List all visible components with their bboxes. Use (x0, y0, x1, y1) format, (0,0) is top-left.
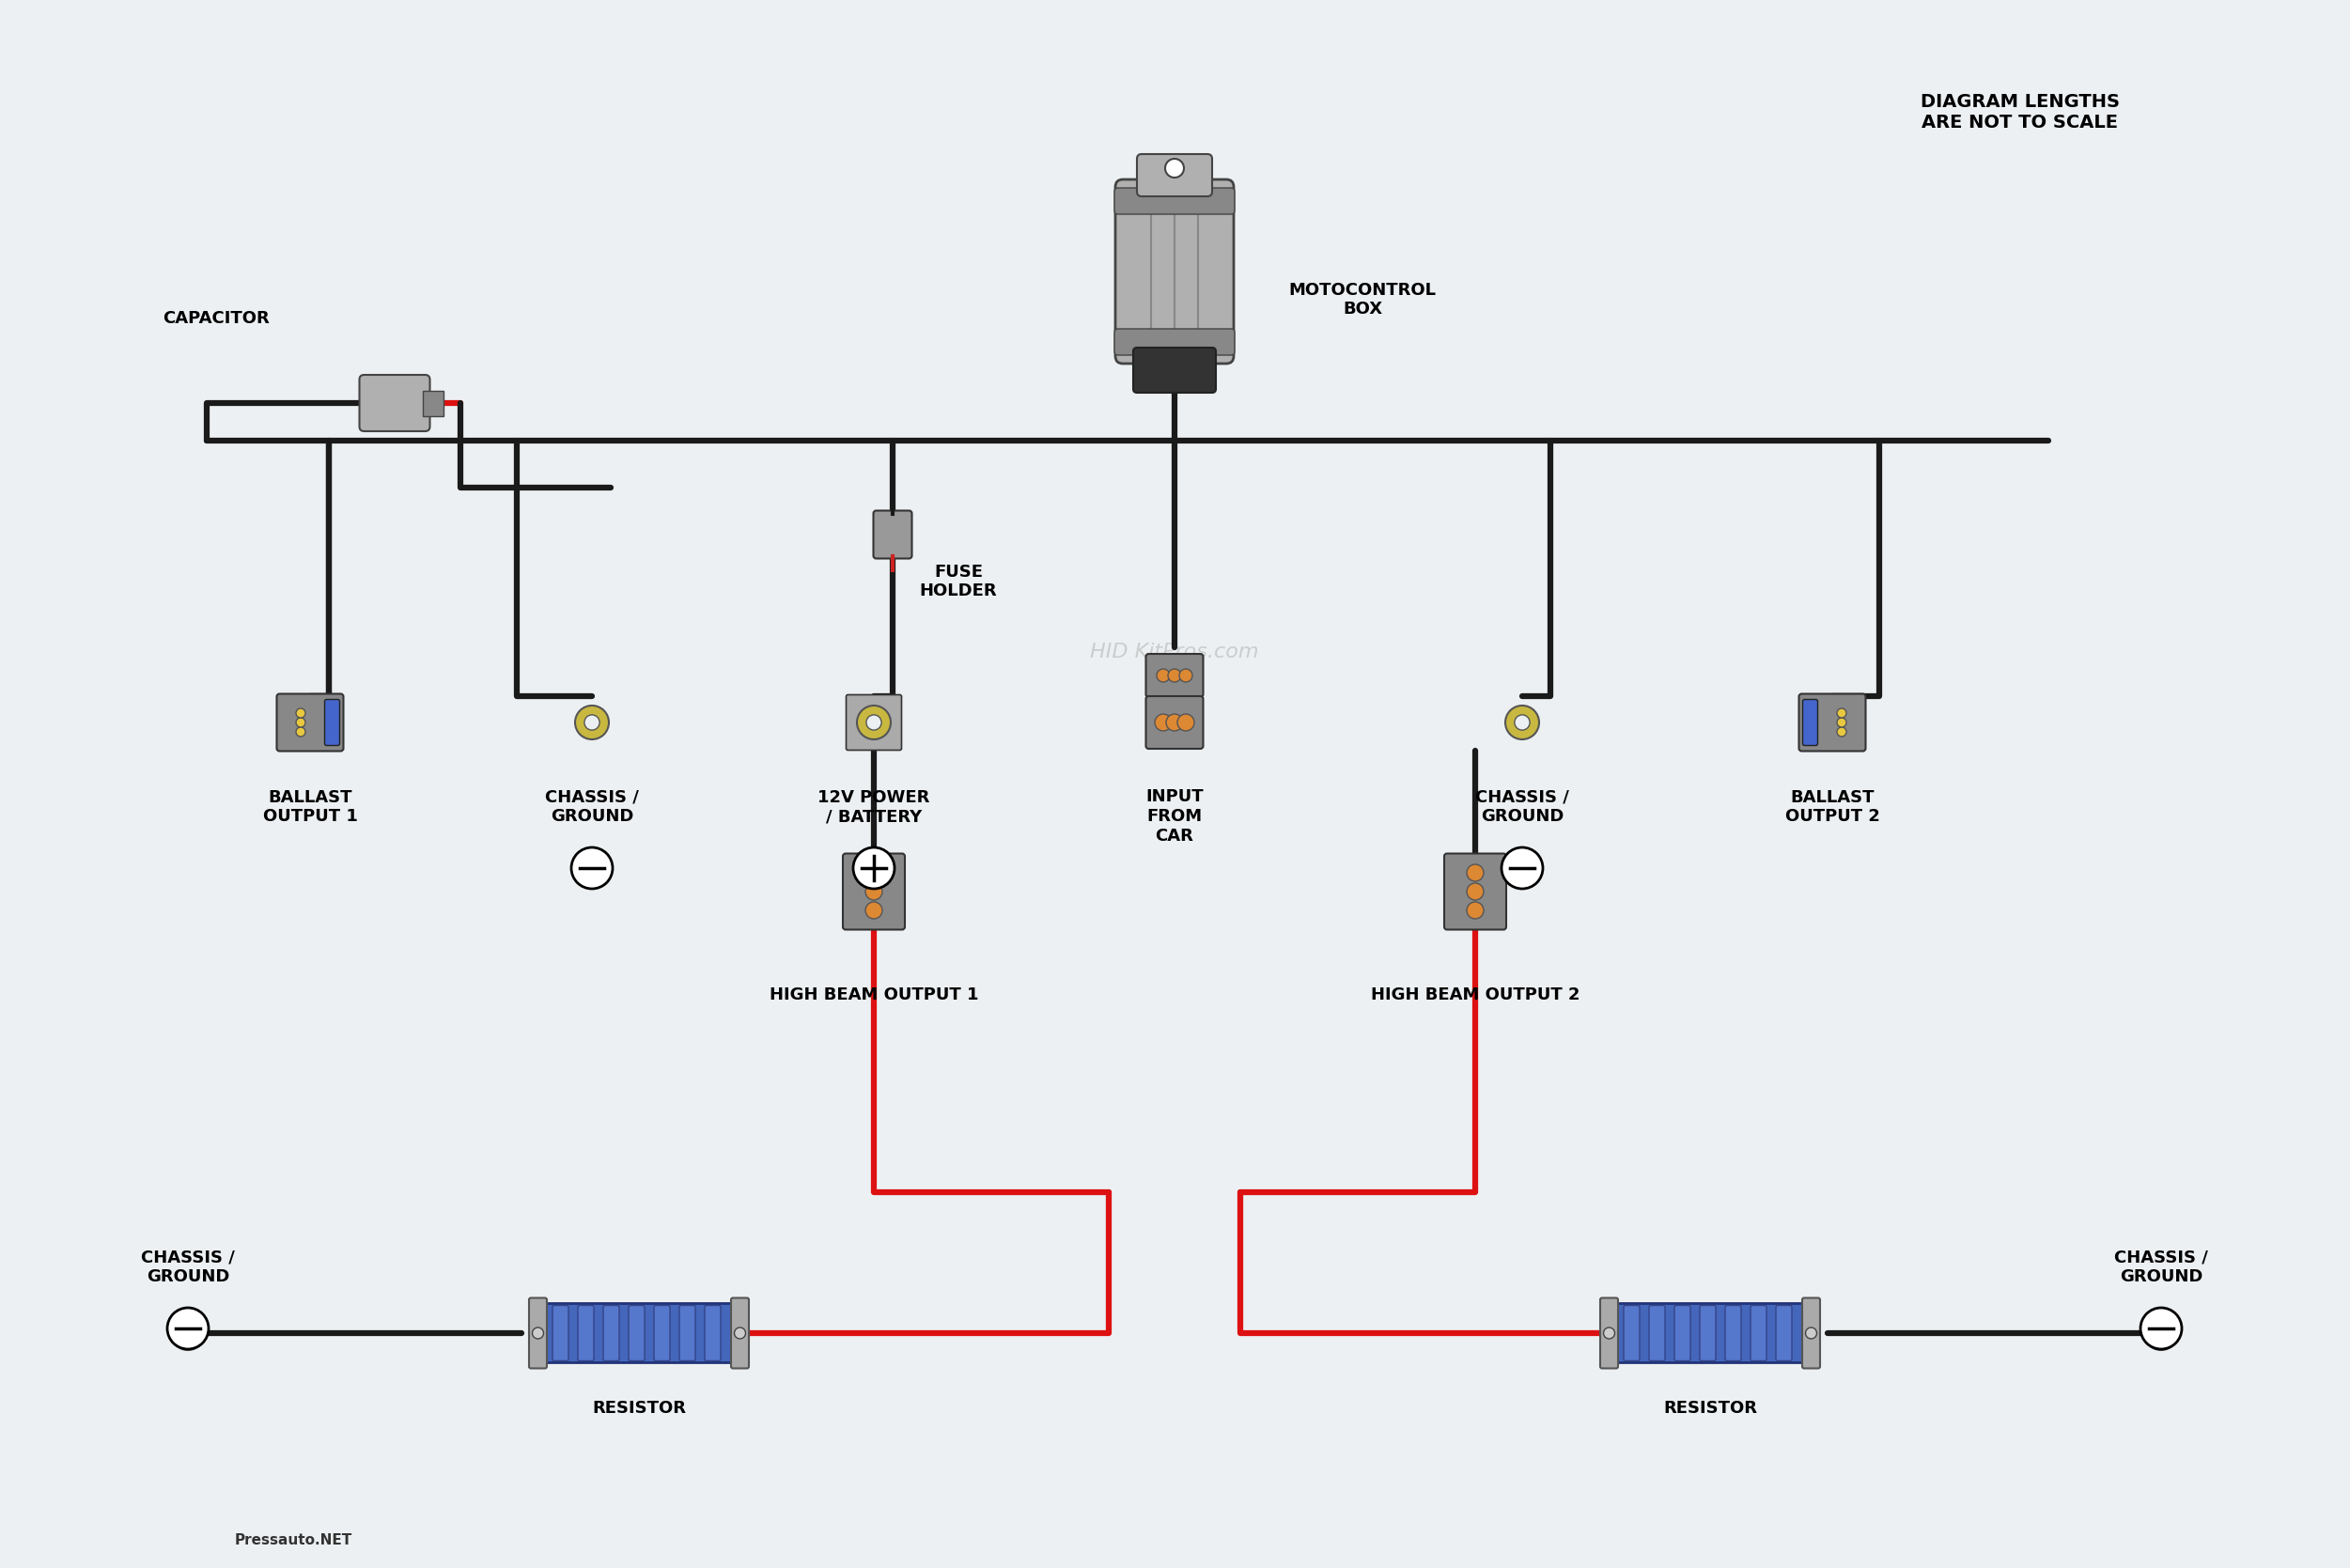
Circle shape (1805, 1328, 1817, 1339)
Circle shape (2143, 1316, 2178, 1350)
Circle shape (1466, 902, 1483, 919)
Circle shape (181, 1325, 195, 1341)
Circle shape (296, 709, 306, 718)
FancyBboxPatch shape (604, 1306, 618, 1361)
FancyBboxPatch shape (731, 1298, 750, 1369)
Circle shape (296, 728, 306, 737)
Circle shape (2141, 1308, 2181, 1348)
Text: CHASSIS /
GROUND: CHASSIS / GROUND (1476, 789, 1570, 825)
Circle shape (1502, 847, 1544, 889)
FancyBboxPatch shape (423, 390, 444, 416)
Text: BALLAST
OUTPUT 1: BALLAST OUTPUT 1 (263, 789, 357, 825)
Circle shape (1506, 706, 1539, 740)
Text: CHASSIS /
GROUND: CHASSIS / GROUND (2115, 1250, 2209, 1286)
FancyBboxPatch shape (844, 853, 905, 930)
FancyBboxPatch shape (1147, 696, 1203, 750)
Circle shape (733, 1328, 745, 1339)
FancyBboxPatch shape (1603, 1303, 1817, 1363)
FancyBboxPatch shape (1600, 1298, 1619, 1369)
FancyBboxPatch shape (653, 1306, 670, 1361)
FancyBboxPatch shape (1802, 699, 1817, 745)
Circle shape (1168, 670, 1182, 682)
FancyBboxPatch shape (1751, 1306, 1767, 1361)
FancyBboxPatch shape (277, 693, 343, 751)
Text: HIGH BEAM OUTPUT 2: HIGH BEAM OUTPUT 2 (1370, 986, 1579, 1004)
Text: HIGH BEAM OUTPUT 1: HIGH BEAM OUTPUT 1 (768, 986, 978, 1004)
FancyBboxPatch shape (627, 1306, 644, 1361)
Text: MOTOCONTROL
BOX: MOTOCONTROL BOX (1288, 282, 1436, 318)
FancyBboxPatch shape (531, 1303, 745, 1363)
FancyBboxPatch shape (1676, 1306, 1690, 1361)
Circle shape (1838, 709, 1847, 718)
Circle shape (865, 883, 881, 900)
Circle shape (1177, 713, 1194, 731)
FancyBboxPatch shape (1133, 348, 1215, 392)
Text: FUSE
HOLDER: FUSE HOLDER (919, 563, 996, 601)
Circle shape (1156, 670, 1170, 682)
FancyBboxPatch shape (1699, 1306, 1716, 1361)
FancyBboxPatch shape (1725, 1306, 1741, 1361)
Circle shape (167, 1308, 209, 1348)
Circle shape (1154, 713, 1173, 731)
Text: 12V POWER
/ BATTERY: 12V POWER / BATTERY (818, 789, 931, 825)
Text: RESISTOR: RESISTOR (592, 1400, 686, 1417)
Text: DIAGRAM LENGTHS
ARE NOT TO SCALE: DIAGRAM LENGTHS ARE NOT TO SCALE (1920, 93, 2120, 132)
Text: BALLAST
OUTPUT 2: BALLAST OUTPUT 2 (1786, 789, 1880, 825)
FancyBboxPatch shape (874, 511, 912, 558)
Circle shape (1838, 728, 1847, 737)
Circle shape (1166, 158, 1184, 177)
FancyBboxPatch shape (1114, 329, 1234, 354)
FancyBboxPatch shape (1650, 1306, 1666, 1361)
Circle shape (1838, 718, 1847, 728)
Text: Pressauto.NET: Pressauto.NET (235, 1534, 352, 1548)
Circle shape (2153, 1325, 2169, 1341)
Circle shape (576, 706, 609, 740)
Circle shape (172, 1316, 204, 1350)
Circle shape (1166, 713, 1182, 731)
Circle shape (1180, 670, 1191, 682)
FancyBboxPatch shape (552, 1306, 569, 1361)
FancyBboxPatch shape (1798, 693, 1866, 751)
FancyBboxPatch shape (705, 1306, 721, 1361)
FancyBboxPatch shape (1802, 1298, 1819, 1369)
Circle shape (858, 706, 891, 740)
FancyBboxPatch shape (679, 1306, 696, 1361)
FancyBboxPatch shape (1147, 654, 1203, 698)
Circle shape (1603, 1328, 1614, 1339)
Circle shape (1466, 883, 1483, 900)
FancyBboxPatch shape (529, 1298, 548, 1369)
Circle shape (865, 864, 881, 881)
FancyBboxPatch shape (1445, 853, 1506, 930)
Circle shape (533, 1328, 543, 1339)
FancyBboxPatch shape (360, 375, 430, 431)
FancyBboxPatch shape (1777, 1306, 1791, 1361)
Circle shape (1516, 715, 1530, 731)
Circle shape (867, 715, 881, 731)
Circle shape (853, 847, 895, 889)
Text: INPUT
FROM
CAR: INPUT FROM CAR (1144, 789, 1203, 845)
Circle shape (585, 715, 599, 731)
Text: CHASSIS /
GROUND: CHASSIS / GROUND (141, 1250, 235, 1286)
FancyBboxPatch shape (1116, 179, 1234, 364)
Text: CAPACITOR: CAPACITOR (162, 310, 270, 328)
FancyBboxPatch shape (1137, 154, 1213, 196)
Circle shape (1466, 864, 1483, 881)
Text: CHASSIS /
GROUND: CHASSIS / GROUND (545, 789, 639, 825)
FancyBboxPatch shape (846, 695, 902, 750)
Circle shape (865, 902, 881, 919)
FancyBboxPatch shape (578, 1306, 595, 1361)
Circle shape (296, 718, 306, 728)
FancyBboxPatch shape (1624, 1306, 1640, 1361)
FancyBboxPatch shape (324, 699, 341, 745)
Text: HID KitPros.com: HID KitPros.com (1090, 643, 1260, 662)
Circle shape (571, 847, 613, 889)
Text: RESISTOR: RESISTOR (1664, 1400, 1758, 1417)
FancyBboxPatch shape (1114, 188, 1234, 215)
